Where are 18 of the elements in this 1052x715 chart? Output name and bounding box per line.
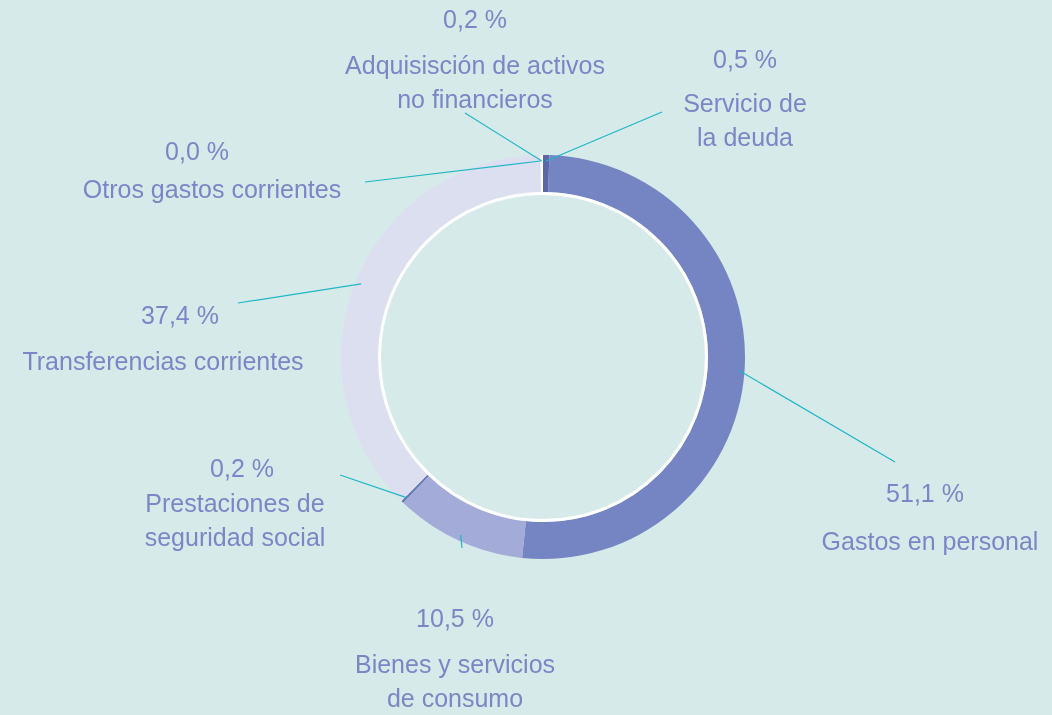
donut-slice (540, 155, 543, 193)
category-label: Otros gastos corrientes (82, 175, 342, 203)
data-label: 51,1 % (886, 479, 964, 507)
data-label: 37,4 % (141, 301, 219, 329)
donut-slice (403, 476, 526, 558)
text: 0,0 % (165, 137, 229, 165)
slice-label: Adquisisción de activos no financieros (345, 51, 605, 113)
data-label: 0,2 % (210, 454, 274, 482)
slice-label: Transferencias corrientes (22, 347, 304, 375)
slice-label: Bienes y servicios de consumo (354, 650, 556, 712)
data-label: 0,2 % (443, 5, 507, 33)
slice-label: Gastos en personal (821, 527, 1039, 555)
slice-label: Servicio de la deuda (683, 89, 807, 151)
data-label: 0,5 % (713, 45, 777, 73)
data-label: 10,5 % (416, 604, 494, 632)
donut-slice (522, 155, 745, 559)
donut-slice (543, 155, 550, 193)
slice-label: Prestaciones de seguridad social (144, 489, 326, 551)
